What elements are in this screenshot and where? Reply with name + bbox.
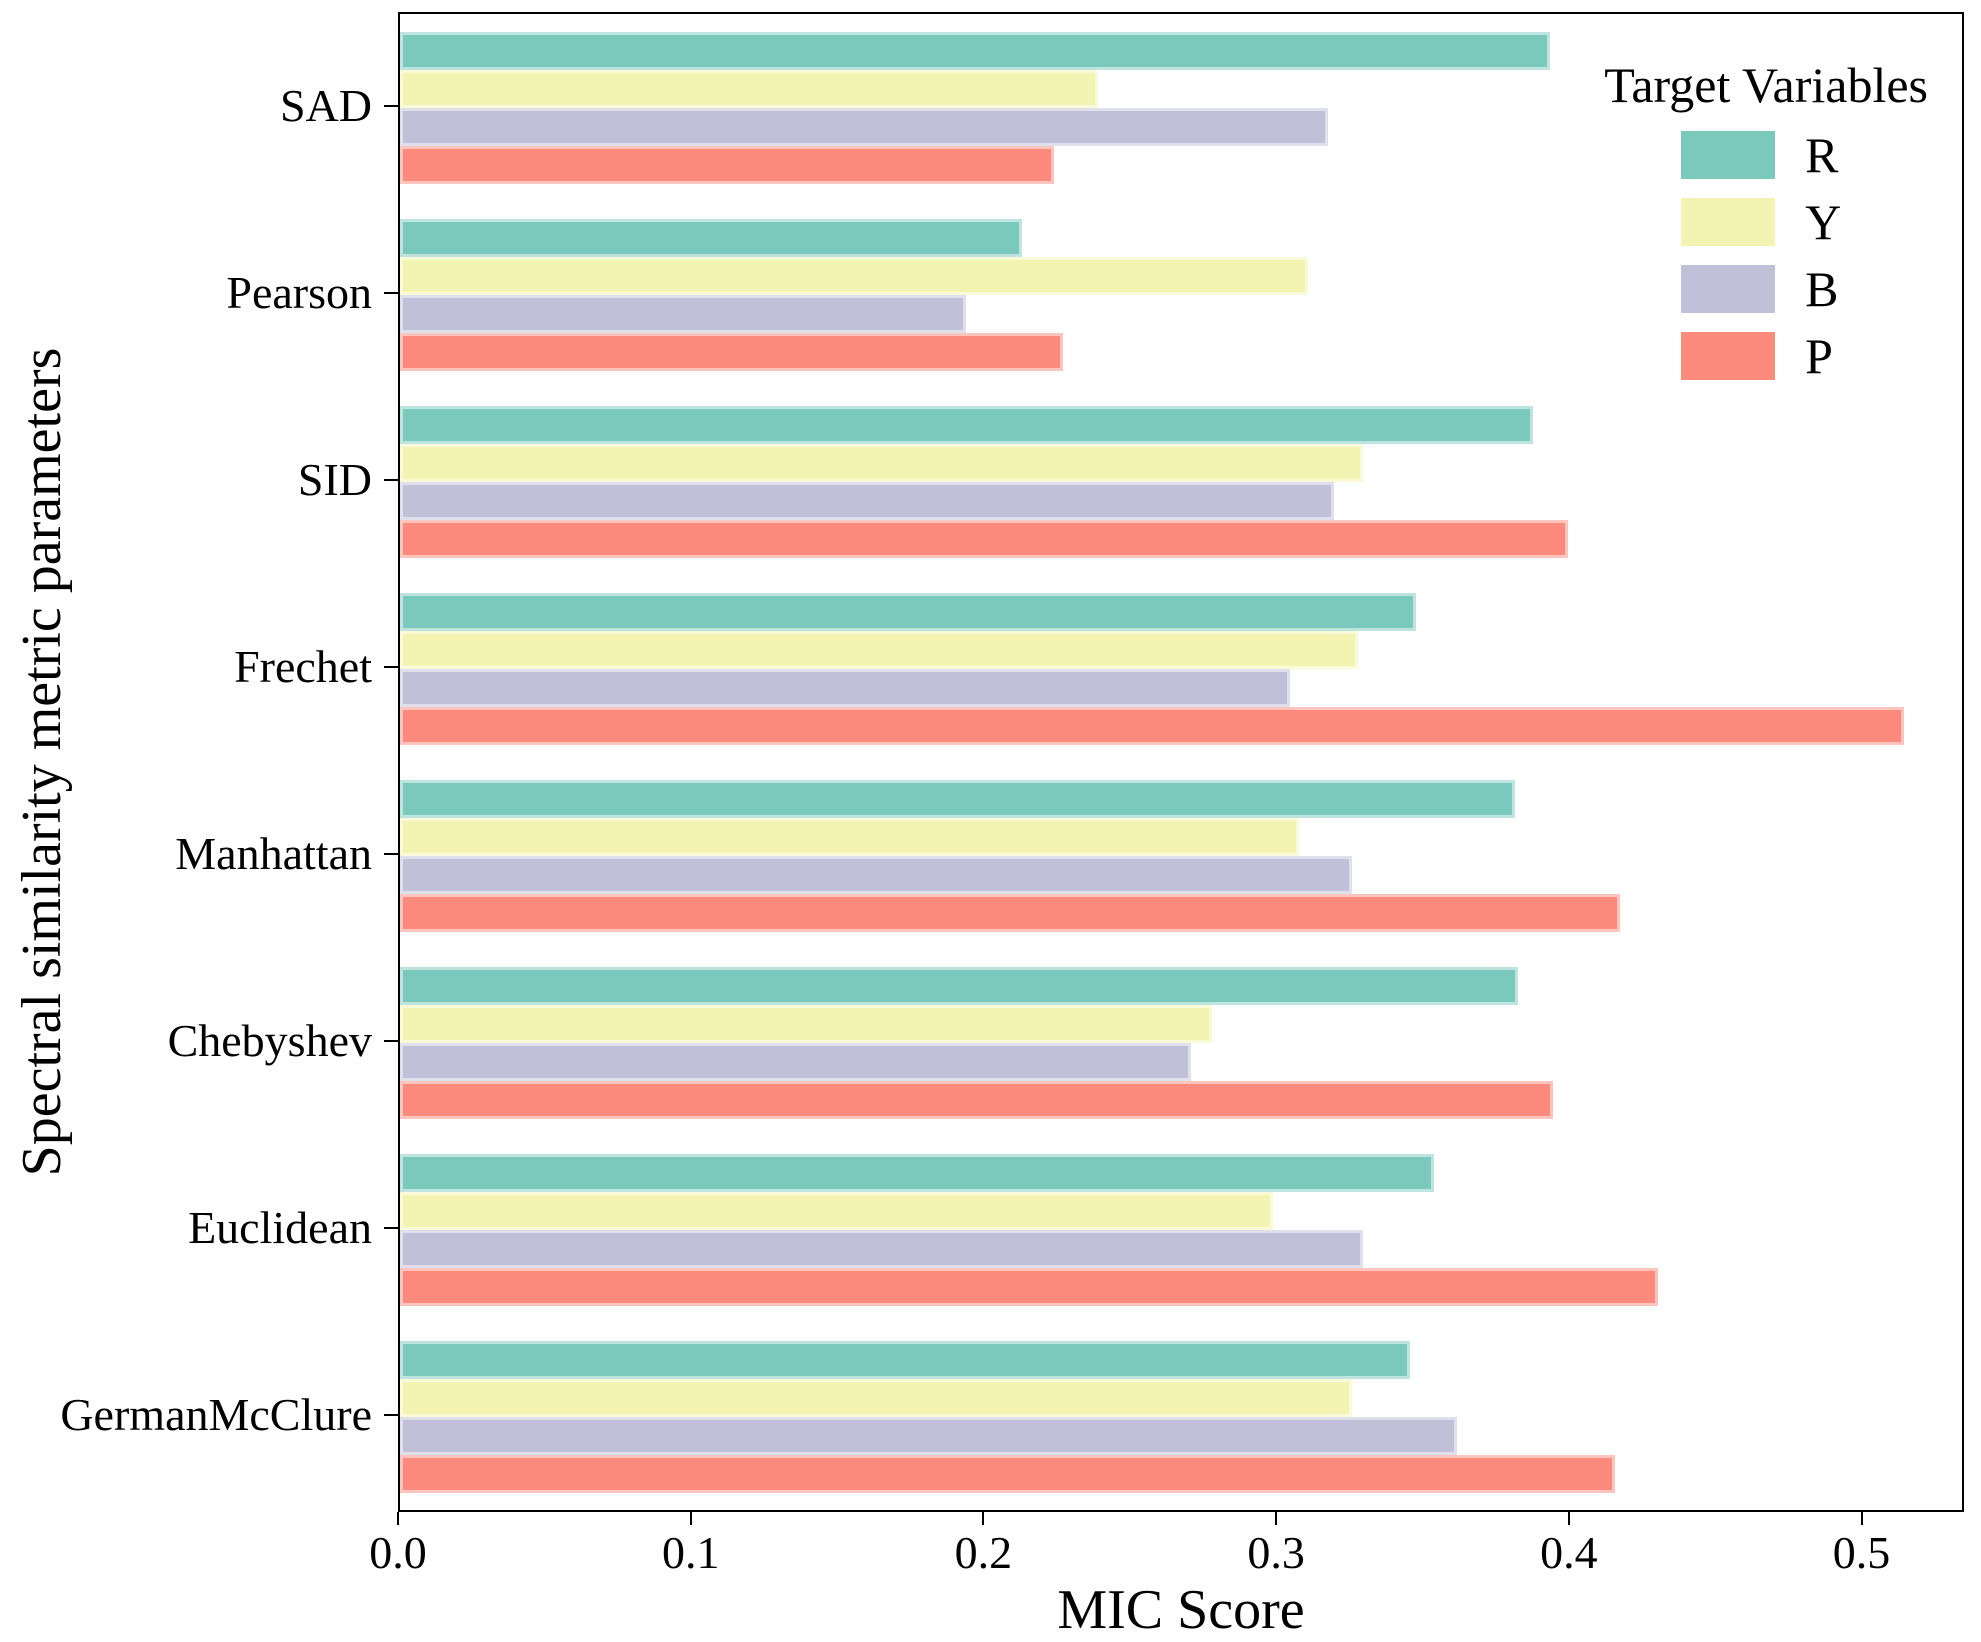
bar-euclidean-y	[400, 1191, 1273, 1230]
category-label-manhattan: Manhattan	[175, 827, 372, 879]
x-tick-0.4	[1567, 1512, 1570, 1525]
bar-frechet-p	[400, 706, 1904, 745]
category-label-sid: SID	[297, 453, 372, 505]
bar-chebyshev-p	[400, 1080, 1554, 1119]
legend-label-r: R	[1805, 127, 1839, 183]
bar-frechet-y	[400, 630, 1358, 669]
legend-title: Target Variables	[1604, 57, 1928, 113]
bar-group-pearson	[400, 201, 1962, 388]
category-label-germanmcclure: GermanMcClure	[60, 1388, 372, 1440]
bar-pearson-y	[400, 256, 1308, 295]
bar-germanmcclure-b	[400, 1416, 1457, 1455]
legend-swatch-p	[1681, 332, 1776, 380]
bar-germanmcclure-p	[400, 1454, 1615, 1493]
bar-sad-y	[400, 69, 1098, 108]
bar-manhattan-y	[400, 817, 1300, 856]
legend-label-y: Y	[1805, 194, 1842, 250]
y-tick-euclidean	[384, 1226, 398, 1229]
legend-swatch-b	[1681, 265, 1776, 313]
bar-sid-b	[400, 481, 1335, 520]
x-tick-0.0	[397, 1512, 399, 1525]
y-tick-sid	[384, 478, 398, 481]
x-tick-label-0.1: 0.1	[661, 1527, 720, 1578]
legend-item-y: Y	[1681, 197, 1851, 247]
bar-chebyshev-r	[400, 966, 1519, 1005]
bar-manhattan-r	[400, 779, 1516, 818]
legend-swatch-r	[1681, 131, 1776, 179]
bar-group-sid	[400, 388, 1962, 575]
x-tick-label-0.2: 0.2	[954, 1527, 1013, 1578]
bar-pearson-p	[400, 332, 1063, 371]
x-tick-0.5	[1860, 1512, 1863, 1525]
y-tick-germanmcclure	[384, 1413, 398, 1416]
bar-frechet-r	[400, 592, 1417, 631]
bar-group-manhattan	[400, 762, 1962, 949]
bar-group-germanmcclure	[400, 1323, 1962, 1510]
bar-pearson-b	[400, 294, 967, 333]
bar-group-chebyshev	[400, 949, 1962, 1136]
y-tick-chebyshev	[384, 1039, 398, 1042]
bar-sad-r	[400, 31, 1551, 70]
x-tick-label-0.0: 0.0	[369, 1527, 427, 1578]
bar-germanmcclure-y	[400, 1378, 1352, 1417]
x-tick-label-0.4: 0.4	[1540, 1527, 1598, 1578]
bar-euclidean-p	[400, 1267, 1659, 1306]
x-tick-0.3	[1275, 1512, 1278, 1525]
bar-euclidean-r	[400, 1153, 1434, 1192]
bar-manhattan-b	[400, 855, 1352, 894]
x-axis-label: MIC Score	[1057, 1579, 1305, 1641]
bar-sad-p	[400, 145, 1054, 184]
y-tick-pearson	[384, 291, 398, 294]
bar-group-frechet	[400, 575, 1962, 762]
category-label-pearson: Pearson	[226, 266, 372, 318]
y-axis-label: Spectral similarity metric parameters	[11, 347, 73, 1177]
bar-germanmcclure-r	[400, 1340, 1411, 1379]
bar-euclidean-b	[400, 1229, 1364, 1268]
legend-swatch-y	[1681, 198, 1776, 246]
legend-item-r: R	[1681, 130, 1851, 180]
legend-item-p: P	[1681, 331, 1851, 381]
bar-sid-y	[400, 443, 1364, 482]
category-label-euclidean: Euclidean	[188, 1201, 372, 1253]
x-tick-0.1	[689, 1512, 692, 1525]
x-tick-label-0.5: 0.5	[1832, 1527, 1891, 1578]
y-tick-manhattan	[384, 852, 398, 855]
bar-sid-p	[400, 519, 1568, 558]
bar-manhattan-p	[400, 893, 1621, 932]
legend-label-p: P	[1805, 328, 1833, 384]
bar-group-euclidean	[400, 1136, 1962, 1323]
bar-chebyshev-y	[400, 1004, 1212, 1043]
legend-label-b: B	[1805, 261, 1839, 317]
bar-sid-r	[400, 405, 1533, 444]
y-tick-frechet	[384, 665, 398, 668]
category-label-sad: SAD	[279, 79, 372, 131]
legend-item-b: B	[1681, 264, 1851, 314]
bar-frechet-b	[400, 668, 1291, 707]
bar-chebyshev-b	[400, 1042, 1192, 1081]
x-tick-0.2	[982, 1512, 985, 1525]
y-tick-sad	[384, 104, 398, 107]
category-label-frechet: Frechet	[234, 640, 372, 692]
bar-group-sad	[400, 14, 1962, 201]
bar-sad-b	[400, 107, 1329, 146]
bar-pearson-r	[400, 218, 1022, 257]
x-tick-label-0.3: 0.3	[1247, 1527, 1305, 1578]
category-label-chebyshev: Chebyshev	[167, 1014, 372, 1066]
